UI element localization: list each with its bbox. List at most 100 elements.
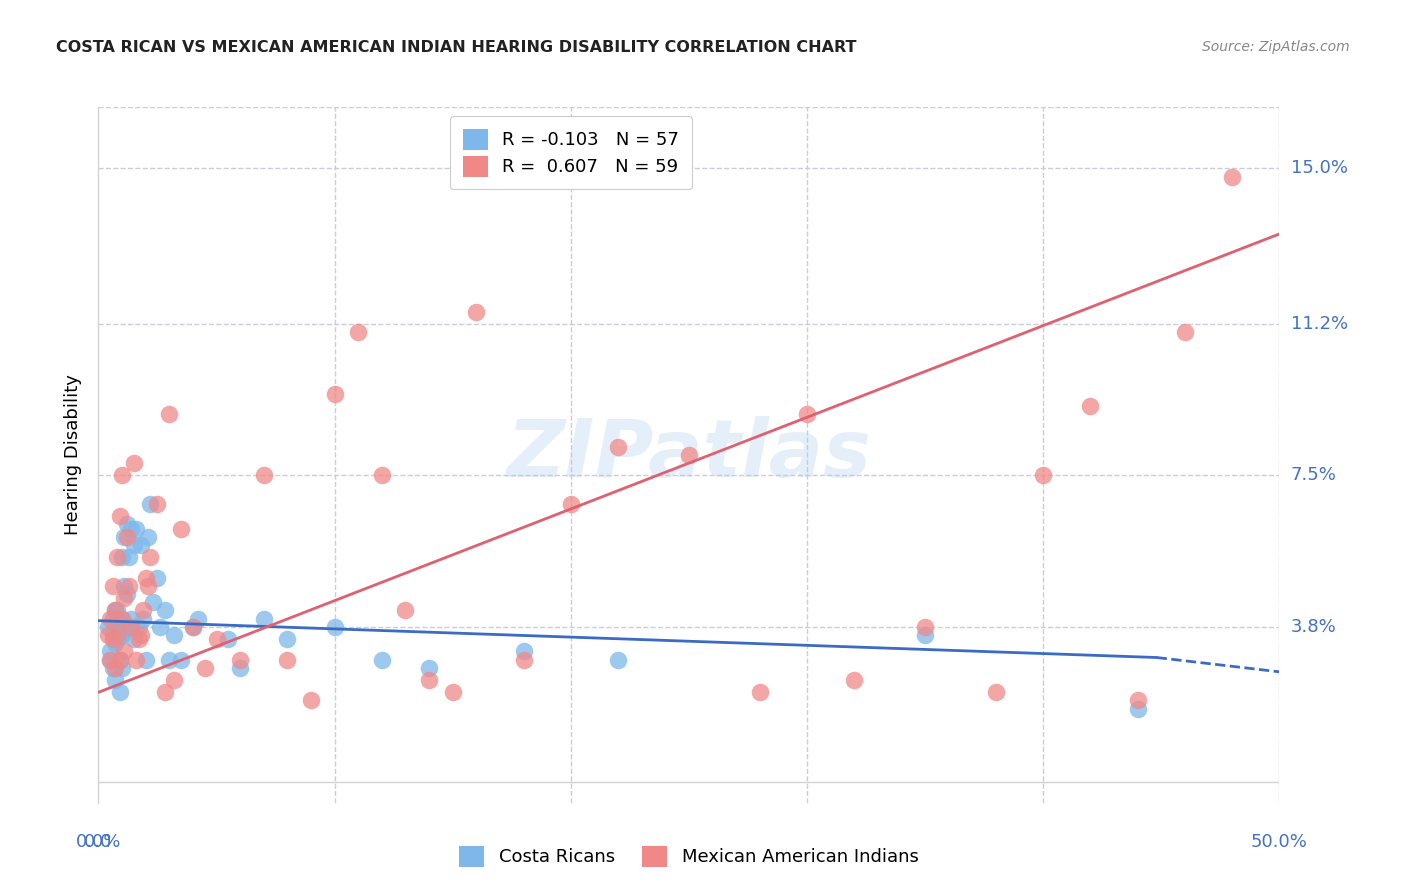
Point bbox=[118, 550, 141, 565]
Point bbox=[1220, 169, 1243, 184]
Text: 0.0%: 0.0% bbox=[76, 833, 121, 851]
Point bbox=[129, 628, 152, 642]
Point bbox=[157, 407, 180, 421]
Point bbox=[512, 644, 534, 658]
Point bbox=[1126, 693, 1149, 707]
Point bbox=[125, 522, 148, 536]
Point bbox=[146, 571, 169, 585]
Point bbox=[170, 652, 193, 666]
Point bbox=[136, 530, 159, 544]
Point bbox=[101, 628, 124, 642]
Point bbox=[135, 571, 157, 585]
Point bbox=[323, 620, 346, 634]
Point bbox=[607, 440, 630, 454]
Point bbox=[132, 603, 155, 617]
Point bbox=[112, 579, 135, 593]
Point bbox=[512, 652, 534, 666]
Point bbox=[101, 612, 124, 626]
Point bbox=[371, 652, 394, 666]
Point bbox=[104, 636, 127, 650]
Point bbox=[371, 468, 394, 483]
Point bbox=[607, 652, 630, 666]
Point bbox=[181, 620, 204, 634]
Point bbox=[418, 673, 440, 687]
Point bbox=[323, 386, 346, 401]
Point bbox=[111, 661, 134, 675]
Point bbox=[97, 628, 120, 642]
Point bbox=[276, 652, 298, 666]
Point bbox=[115, 587, 138, 601]
Point bbox=[914, 628, 936, 642]
Point bbox=[101, 579, 124, 593]
Point bbox=[115, 530, 138, 544]
Point bbox=[229, 661, 252, 675]
Point bbox=[276, 632, 298, 646]
Point bbox=[118, 579, 141, 593]
Text: 3.8%: 3.8% bbox=[1291, 618, 1336, 636]
Point bbox=[229, 652, 252, 666]
Point bbox=[104, 673, 127, 687]
Point bbox=[844, 673, 866, 687]
Point bbox=[394, 603, 416, 617]
Point bbox=[157, 652, 180, 666]
Point bbox=[98, 652, 121, 666]
Point bbox=[108, 652, 131, 666]
Point bbox=[163, 628, 186, 642]
Text: 0.0: 0.0 bbox=[84, 833, 112, 851]
Point bbox=[122, 632, 145, 646]
Point bbox=[139, 497, 162, 511]
Point bbox=[122, 456, 145, 470]
Point bbox=[135, 652, 157, 666]
Point bbox=[128, 632, 150, 646]
Text: 15.0%: 15.0% bbox=[1291, 160, 1347, 178]
Point bbox=[163, 673, 186, 687]
Point bbox=[98, 652, 121, 666]
Point bbox=[136, 579, 159, 593]
Text: Source: ZipAtlas.com: Source: ZipAtlas.com bbox=[1202, 40, 1350, 54]
Point bbox=[299, 693, 322, 707]
Point bbox=[347, 325, 370, 339]
Point bbox=[187, 612, 209, 626]
Point bbox=[129, 538, 152, 552]
Point bbox=[101, 661, 124, 675]
Point bbox=[112, 620, 135, 634]
Text: ZIPatlas: ZIPatlas bbox=[506, 416, 872, 494]
Point bbox=[139, 550, 162, 565]
Point bbox=[1126, 701, 1149, 715]
Point bbox=[205, 632, 228, 646]
Point bbox=[112, 530, 135, 544]
Point bbox=[98, 644, 121, 658]
Point bbox=[132, 612, 155, 626]
Point bbox=[121, 522, 143, 536]
Point bbox=[112, 644, 135, 658]
Point bbox=[111, 628, 134, 642]
Point bbox=[984, 685, 1007, 699]
Point bbox=[121, 620, 143, 634]
Point bbox=[170, 522, 193, 536]
Point bbox=[111, 550, 134, 565]
Point bbox=[1080, 399, 1102, 413]
Text: 11.2%: 11.2% bbox=[1291, 315, 1348, 333]
Point bbox=[101, 632, 124, 646]
Point bbox=[217, 632, 239, 646]
Point bbox=[105, 550, 128, 565]
Point bbox=[108, 509, 131, 524]
Point bbox=[105, 632, 128, 646]
Point bbox=[441, 685, 464, 699]
Point bbox=[181, 620, 204, 634]
Point bbox=[118, 620, 141, 634]
Point bbox=[914, 620, 936, 634]
Point bbox=[253, 468, 276, 483]
Point bbox=[153, 685, 176, 699]
Point bbox=[253, 612, 276, 626]
Point bbox=[108, 628, 131, 642]
Point bbox=[1032, 468, 1054, 483]
Point bbox=[418, 661, 440, 675]
Point bbox=[194, 661, 217, 675]
Point bbox=[104, 661, 127, 675]
Point bbox=[112, 591, 135, 606]
Point bbox=[105, 603, 128, 617]
Point bbox=[97, 620, 120, 634]
Text: COSTA RICAN VS MEXICAN AMERICAN INDIAN HEARING DISABILITY CORRELATION CHART: COSTA RICAN VS MEXICAN AMERICAN INDIAN H… bbox=[56, 40, 856, 55]
Point bbox=[121, 612, 143, 626]
